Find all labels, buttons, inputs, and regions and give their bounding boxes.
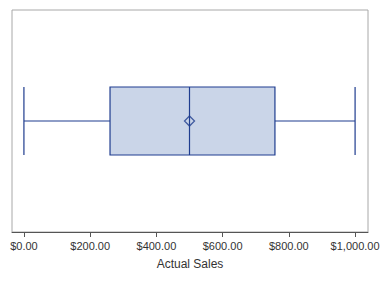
svg-text:$600.00: $600.00 xyxy=(203,240,243,252)
svg-text:$0.00: $0.00 xyxy=(10,240,38,252)
svg-text:$400.00: $400.00 xyxy=(137,240,177,252)
svg-text:$200.00: $200.00 xyxy=(70,240,110,252)
svg-text:$800.00: $800.00 xyxy=(269,240,309,252)
svg-text:Actual Sales: Actual Sales xyxy=(157,257,224,271)
svg-text:$1,000.00: $1,000.00 xyxy=(331,240,380,252)
